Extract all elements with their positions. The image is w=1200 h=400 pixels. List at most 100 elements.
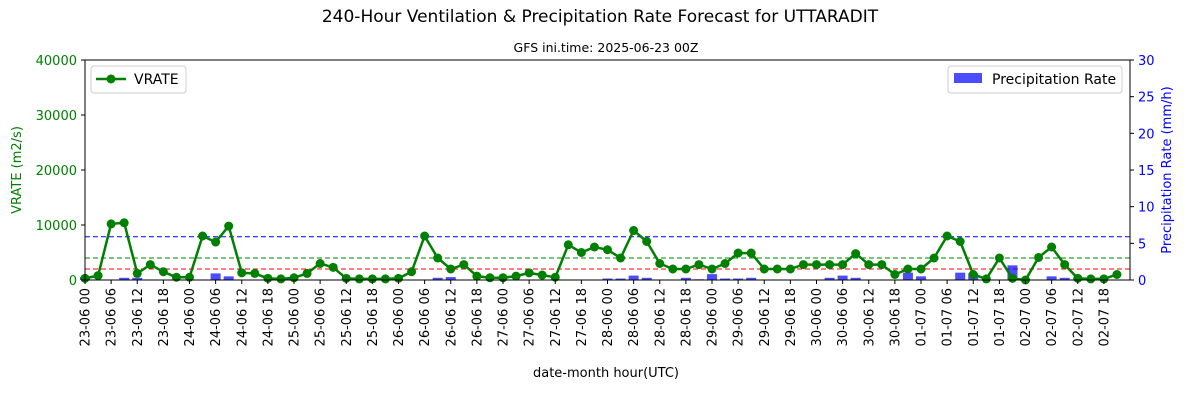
vrate-point [994,253,1004,263]
precip-bar [1059,277,1070,280]
x-tick-label: 02-07 00 [1019,288,1034,346]
right-tick-label: 30 [1138,54,1155,69]
x-tick-label: 02-07 18 [1097,288,1112,346]
x-tick-label: 27-06 18 [575,288,590,346]
x-tick-label: 25-06 00 [288,288,303,346]
right-tick-label: 25 [1138,91,1155,106]
left-tick-label: 10000 [36,219,77,234]
vrate-point [955,237,965,246]
x-tick-label: 25-06 06 [314,288,329,346]
x-tick-label: 26-06 18 [470,288,485,346]
vrate-point [877,260,887,270]
left-tick-label: 30000 [36,109,77,124]
x-tick-label: 28-06 00 [601,288,616,346]
precip-bar [916,276,926,280]
x-tick-label: 30-06 12 [862,288,877,346]
vrate-point [407,267,417,277]
reference-lines [85,236,1130,270]
vrate-point [1007,273,1017,283]
x-tick-label: 30-06 18 [888,288,903,346]
x-tick-label: 23-06 18 [157,288,172,346]
vrate-point [890,270,900,279]
vrate-point [263,273,273,283]
x-tick-label: 24-06 06 [209,288,224,346]
x-tick-label: 29-06 12 [758,288,773,346]
precip-bar [132,277,143,280]
vrate-point [119,218,129,228]
precip-bar [680,277,691,280]
vrate-point [668,264,678,274]
x-tick-label: 24-06 00 [183,288,198,346]
vrate-point [864,260,874,270]
right-tick-label: 5 [1138,237,1146,252]
vrate-point [302,268,312,278]
vrate-point [616,253,626,263]
x-tick-label: 25-06 18 [366,288,381,346]
precip-bar [432,277,443,280]
vrate-point [315,259,325,268]
left-tick-label: 20000 [36,164,77,179]
left-axis-label: VRATE (m2/s) [10,126,25,214]
x-tick-label: 02-07 12 [1071,288,1086,346]
right-tick-label: 10 [1138,201,1155,216]
vrate-point [759,264,769,274]
vrate-point [694,260,704,270]
precip-bar [733,278,744,280]
vrate-point [838,260,848,270]
legend-precip-label: Precipitation Rate [992,72,1116,88]
vrate-point [785,264,795,274]
vrate-point [354,274,364,284]
vrate-point [537,270,547,280]
left-axis-ticks: 0 10000 20000 30000 40000 [36,54,85,289]
vrate-point [433,253,443,263]
x-tick-label: 26-06 12 [444,288,459,346]
vrate-point [1047,242,1057,252]
x-tick-label: 25-06 12 [340,288,355,346]
vrate-point [211,237,221,247]
precip-bar [824,277,835,280]
vrate-point [158,267,168,277]
x-tick-label: 28-06 12 [653,288,668,346]
vrate-point [394,273,403,283]
vrate-point [472,271,482,281]
x-tick-label: 26-06 00 [392,288,407,346]
vrate-point [224,221,234,231]
vrate-series [80,218,1122,285]
vrate-point [942,231,952,241]
precip-bar [210,273,221,280]
vrate-point [459,260,469,270]
vrate-point [851,249,861,259]
vrate-point [106,219,116,229]
precip-bar [119,277,130,280]
x-tick-label: 23-06 12 [131,288,146,346]
legend-vrate: VRATE [90,65,187,94]
x-axis-label: date-month hour(UTC) [533,366,679,381]
vrate-point [746,248,756,258]
right-axis-label: Precipitation Rate (mm/h) [1160,86,1175,253]
vrate-point [772,264,782,274]
right-tick-label: 15 [1138,164,1155,179]
vrate-point [1099,274,1109,284]
right-axis-ticks: 0 5 10 15 20 25 30 [1130,54,1155,289]
precip-bar [628,275,639,280]
left-tick-label: 0 [69,274,77,289]
vrate-point [707,264,717,274]
x-tick-label: 01-07 18 [993,288,1008,346]
vrate-point [511,271,521,281]
chart-title: 240-Hour Ventilation & Precipitation Rat… [322,7,879,27]
vrate-point [328,262,338,272]
x-tick-label: 23-06 00 [79,288,94,346]
x-tick-label: 29-06 00 [706,288,721,346]
vrate-point [589,242,599,252]
precip-bar [837,275,848,280]
precip-bar [1046,276,1057,280]
x-tick-label: 01-07 12 [967,288,982,346]
vrate-point [929,253,939,263]
vrate-point [276,274,286,284]
precip-bar [445,277,456,280]
right-tick-label: 0 [1138,274,1146,289]
x-tick-label: 02-07 06 [1045,288,1060,346]
vrate-point [1060,260,1070,270]
right-tick-label: 20 [1138,127,1155,142]
